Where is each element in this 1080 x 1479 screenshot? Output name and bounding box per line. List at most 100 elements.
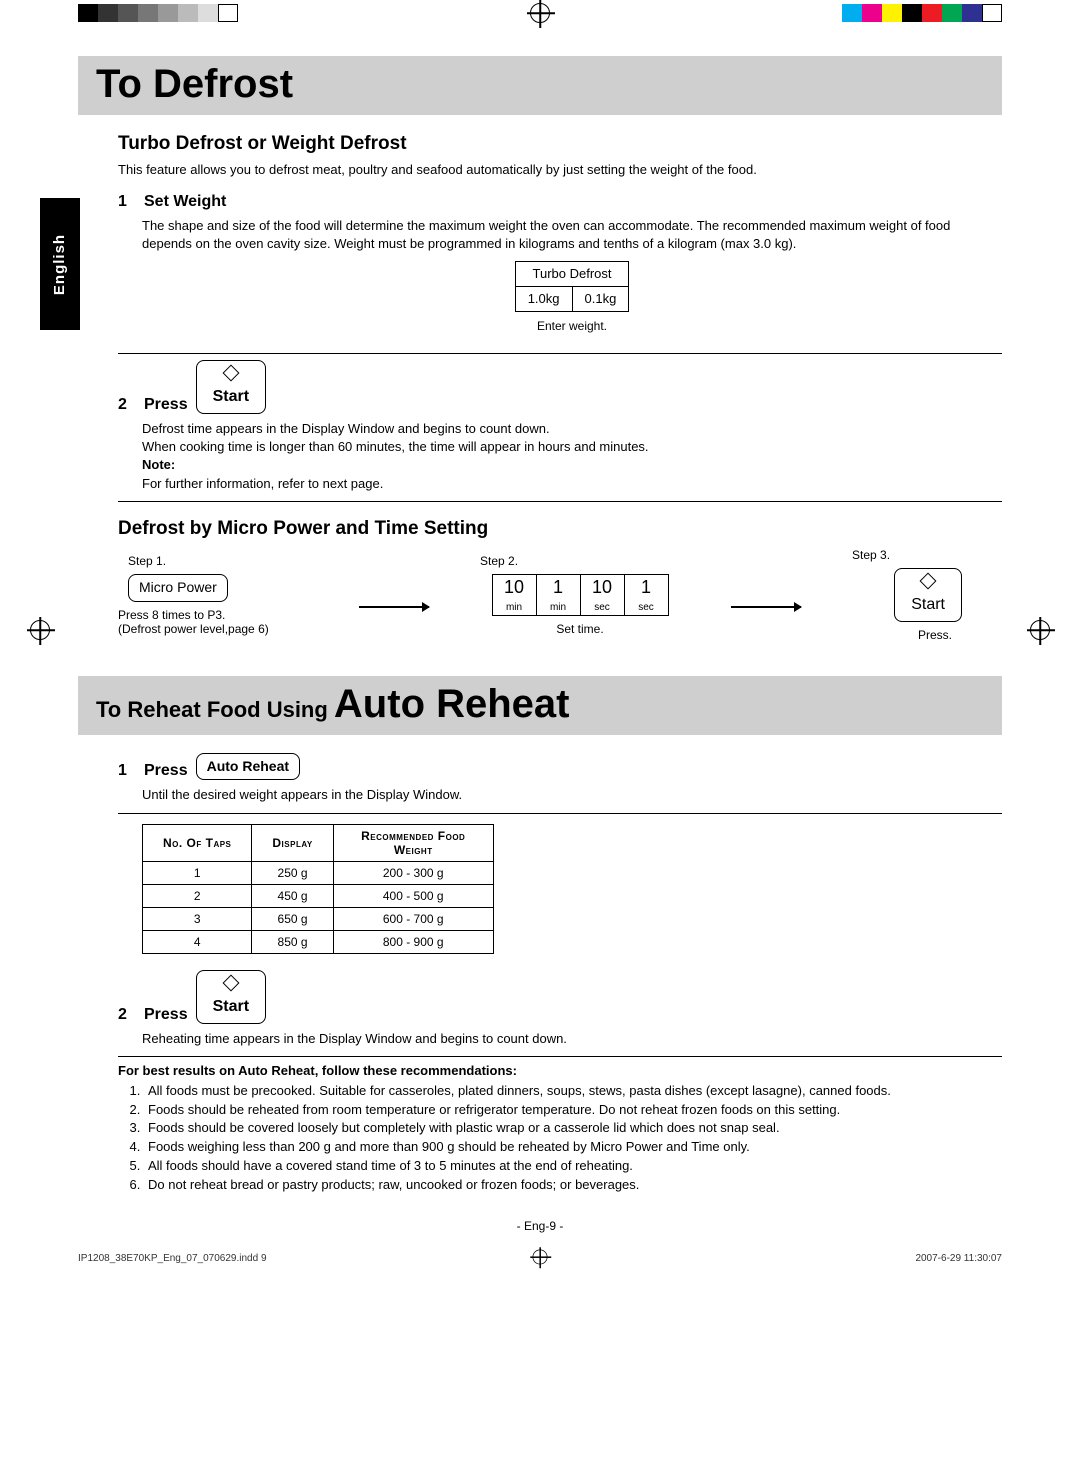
step-number: 2 — [118, 396, 136, 414]
time-unit: sec — [624, 600, 668, 616]
table-cell: 850 g — [252, 930, 333, 953]
gray-swatches — [78, 4, 238, 22]
title-bar-defrost: To Defrost — [78, 56, 1002, 115]
time-cell: 1 — [536, 574, 580, 600]
footer-left: IP1208_38E70KP_Eng_07_070629.indd 9 — [78, 1253, 267, 1264]
table-cell: 3 — [143, 907, 252, 930]
arrow-icon — [359, 606, 429, 608]
table-row: 3650 g600 - 700 g — [143, 907, 494, 930]
turbo-cell: 1.0kg — [515, 287, 572, 312]
step-number: 1 — [118, 193, 136, 211]
start-icon — [920, 572, 937, 589]
rec-item: Foods should be reheated from room tempe… — [144, 1101, 1002, 1120]
step-title: Press — [144, 1006, 188, 1024]
reheat-step1-body: Until the desired weight appears in the … — [142, 786, 1002, 804]
subsection-turbo-defrost: Turbo Defrost or Weight Defrost — [118, 133, 1002, 155]
auto-reheat-button[interactable]: Auto Reheat — [196, 753, 300, 781]
turbo-caption: Enter weight. — [537, 318, 607, 335]
table-cell: 450 g — [252, 884, 333, 907]
start-button[interactable]: Start — [196, 970, 266, 1024]
subsection-micro-defrost: Defrost by Micro Power and Time Setting — [118, 518, 1002, 540]
note-label: Note: — [142, 457, 175, 472]
title-reheat-big: Auto Reheat — [334, 682, 570, 726]
printer-bar-top — [0, 0, 1080, 26]
start-label: Start — [213, 998, 249, 1015]
table-row: 4850 g800 - 900 g — [143, 930, 494, 953]
start-label: Start — [213, 388, 249, 405]
color-swatches — [842, 4, 1002, 22]
page-number: - Eng-9 - — [78, 1219, 1002, 1233]
registration-mark-top — [530, 3, 550, 23]
taps-table: No. Of Taps Display Recommended Food Wei… — [142, 824, 494, 954]
time-pad[interactable]: 10 1 10 1 min min sec sec — [492, 574, 669, 616]
start-icon — [222, 365, 239, 382]
step-number: 2 — [118, 1006, 136, 1024]
rec-item: Do not reheat bread or pastry products; … — [144, 1176, 1002, 1195]
intro-turbo-defrost: This feature allows you to defrost meat,… — [118, 161, 1002, 179]
table-cell: 2 — [143, 884, 252, 907]
defrost-step-1: 1 Set Weight The shape and size of the f… — [118, 193, 1002, 355]
time-cell: 10 — [580, 574, 624, 600]
recs-title: For best results on Auto Reheat, follow … — [118, 1063, 1002, 1078]
footer-right: 2007-6-29 11:30:07 — [915, 1253, 1002, 1264]
rec-item: Foods weighing less than 200 g and more … — [144, 1138, 1002, 1157]
reheat-step-2: 2 Press Start Reheating time appears in … — [118, 970, 1002, 1057]
time-unit: min — [536, 600, 580, 616]
start-button[interactable]: Start — [894, 568, 962, 622]
taps-header: No. Of Taps — [143, 824, 252, 861]
table-cell: 4 — [143, 930, 252, 953]
registration-mark-right — [1030, 620, 1050, 640]
rec-item: Foods should be covered loosely but comp… — [144, 1119, 1002, 1138]
table-cell: 650 g — [252, 907, 333, 930]
defrost-step-2: 2 Press Start Defrost time appears in th… — [118, 360, 1002, 502]
table-cell: 250 g — [252, 861, 333, 884]
reheat-step-1: 1 Press Auto Reheat Until the desired we… — [118, 753, 1002, 814]
reheat-step2-body: Reheating time appears in the Display Wi… — [142, 1030, 1002, 1048]
table-cell: 200 - 300 g — [333, 861, 493, 884]
rec-item: All foods must be precooked. Suitable fo… — [144, 1082, 1002, 1101]
step-number: 1 — [118, 762, 136, 780]
registration-mark-left — [30, 620, 50, 640]
flow-cap2: Set time. — [556, 622, 603, 636]
table-cell: 800 - 900 g — [333, 930, 493, 953]
step-title: Press — [144, 396, 188, 414]
time-unit: sec — [580, 600, 624, 616]
micro-defrost-flow: Step 1. Micro Power Press 8 times to P3.… — [118, 548, 962, 642]
title-bar-reheat: To Reheat Food Using Auto Reheat — [78, 676, 1002, 735]
language-tab: English — [40, 198, 80, 330]
time-cell: 1 — [624, 574, 668, 600]
flow-step-label: Step 2. — [470, 554, 518, 568]
table-row: 1250 g200 - 300 g — [143, 861, 494, 884]
table-row: 2450 g400 - 500 g — [143, 884, 494, 907]
arrow-icon — [731, 606, 801, 608]
flow-cap1a: Press 8 times to P3. — [118, 608, 225, 622]
recommendations: For best results on Auto Reheat, follow … — [118, 1063, 1002, 1195]
turbo-defrost-header: Turbo Defrost — [515, 261, 629, 286]
time-cell: 10 — [492, 574, 536, 600]
taps-header: Recommended Food Weight — [333, 824, 493, 861]
step2-body1: Defrost time appears in the Display Wind… — [142, 420, 1002, 438]
start-icon — [222, 974, 239, 991]
title-defrost: To Defrost — [96, 62, 984, 107]
language-tab-label: English — [52, 233, 69, 294]
table-cell: 1 — [143, 861, 252, 884]
flow-cap1b: (Defrost power level,page 6) — [118, 622, 269, 636]
start-button[interactable]: Start — [196, 360, 266, 414]
table-cell: 600 - 700 g — [333, 907, 493, 930]
flow-cap3: Press. — [918, 628, 962, 642]
rec-item: All foods should have a covered stand ti… — [144, 1157, 1002, 1176]
step1-body: The shape and size of the food will dete… — [142, 217, 1002, 253]
title-reheat-pre: To Reheat Food Using — [96, 697, 334, 722]
time-unit: min — [492, 600, 536, 616]
micro-power-button[interactable]: Micro Power — [128, 574, 228, 602]
note-body: For further information, refer to next p… — [142, 475, 1002, 493]
flow-step-label: Step 3. — [842, 548, 890, 562]
turbo-defrost-table: Turbo Defrost 1.0kg 0.1kg — [515, 261, 630, 312]
step-title: Press — [144, 762, 188, 780]
step-title: Set Weight — [144, 193, 226, 211]
table-cell: 400 - 500 g — [333, 884, 493, 907]
turbo-cell: 0.1kg — [572, 287, 629, 312]
start-label: Start — [911, 596, 945, 613]
footer-bar: IP1208_38E70KP_Eng_07_070629.indd 9 2007… — [0, 1253, 1080, 1264]
step2-body2: When cooking time is longer than 60 minu… — [142, 438, 1002, 456]
